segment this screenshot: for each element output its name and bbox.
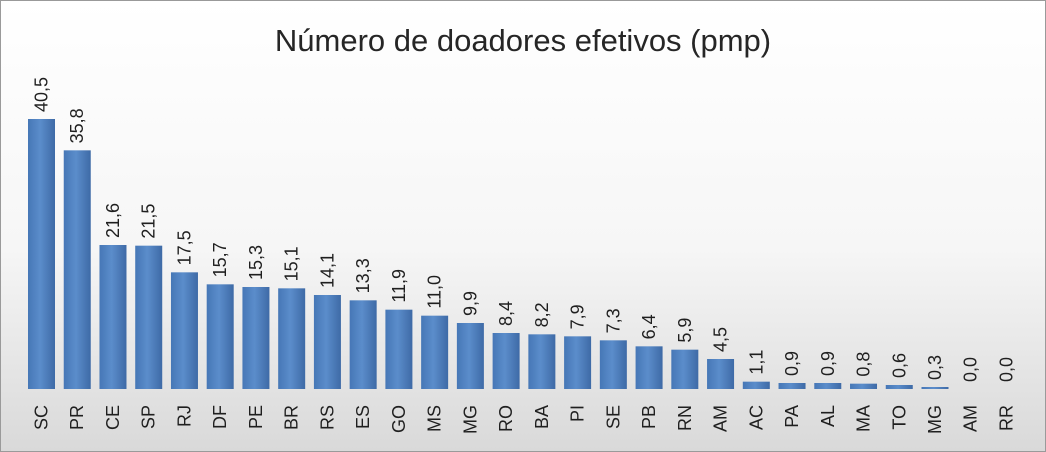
bar-df-5 [206, 284, 234, 389]
value-label: 7,3 [603, 308, 623, 333]
value-label: 15,7 [210, 242, 230, 277]
category-label: AM [711, 405, 731, 432]
category-label: DF [210, 405, 230, 429]
category-label: BA [532, 405, 552, 429]
bar-mg-12 [456, 323, 484, 389]
value-label: 9,9 [460, 291, 480, 316]
category-label: AM [961, 405, 981, 432]
bar-es-9 [349, 300, 377, 389]
value-label: 4,5 [711, 327, 731, 352]
value-label: 0,9 [818, 351, 838, 376]
category-label: PB [639, 405, 659, 429]
category-label: MG [925, 405, 945, 434]
category-label: CE [103, 405, 123, 430]
bar-rn-18 [671, 349, 699, 389]
bar-ma-23 [850, 383, 878, 389]
value-label: 0,8 [854, 352, 874, 377]
category-label: PI [568, 405, 588, 422]
value-label: 5,9 [675, 318, 695, 343]
value-label: 21,5 [139, 204, 159, 239]
category-label: MG [460, 405, 480, 434]
bar-pb-17 [635, 346, 663, 389]
bar-sc-0 [28, 119, 55, 389]
category-label: ES [353, 405, 373, 429]
bar-go-10 [385, 309, 413, 389]
bar-am-19 [707, 359, 735, 389]
bar-pr-1 [63, 150, 91, 389]
bar-se-16 [599, 340, 627, 389]
value-label: 0,6 [889, 353, 909, 378]
bar-ac-20 [742, 381, 770, 389]
category-label: RS [317, 405, 337, 430]
bar-pi-15 [564, 336, 592, 389]
value-label: 35,8 [67, 108, 87, 143]
value-label: 40,5 [32, 77, 52, 112]
bar-ms-11 [421, 315, 449, 389]
value-label: 0,9 [782, 351, 802, 376]
value-label: 0,0 [996, 357, 1016, 382]
category-label: RR [996, 405, 1016, 431]
bar-ba-14 [528, 334, 556, 389]
category-label: PA [782, 405, 802, 428]
bar-mg-25 [921, 387, 949, 389]
bar-ro-13 [492, 333, 520, 389]
category-label: SE [603, 405, 623, 429]
value-label: 8,2 [532, 302, 552, 327]
bar-br-7 [278, 288, 306, 389]
category-label: PR [67, 405, 87, 430]
category-label: BR [282, 405, 302, 430]
bar-pa-21 [778, 383, 806, 389]
category-label: RJ [174, 405, 194, 427]
chart-title: Número de doadores efetivos (pmp) [274, 23, 772, 58]
bar-al-22 [814, 383, 842, 389]
bars-group [28, 119, 949, 389]
category-label: RN [675, 405, 695, 431]
bar-to-24 [885, 385, 913, 389]
category-label: SP [139, 405, 159, 429]
value-label: 15,3 [246, 245, 266, 280]
value-label: 1,1 [746, 350, 766, 375]
value-label: 15,1 [282, 246, 302, 281]
value-label: 7,9 [568, 304, 588, 329]
category-labels-group: SC PR CE SP RJ DF PE BR RS ES GO MS MG RO BA PI SE PB RN AM… [32, 405, 1017, 434]
category-label: MS [425, 405, 445, 432]
bar-pe-6 [242, 287, 270, 389]
category-label: AL [818, 405, 838, 427]
value-label: 0,3 [925, 355, 945, 380]
category-label: PE [246, 405, 266, 429]
bar-sp-3 [135, 245, 163, 389]
value-label: 17,5 [174, 230, 194, 265]
bar-ce-2 [99, 245, 127, 389]
value-label: 13,3 [353, 258, 373, 293]
value-label: 21,6 [103, 203, 123, 238]
category-label: AC [746, 405, 766, 430]
value-label: 11,9 [389, 269, 409, 303]
category-label: SC [32, 405, 52, 430]
category-label: MA [854, 405, 874, 432]
value-label: 8,4 [496, 301, 516, 326]
value-label: 11,0 [425, 275, 445, 309]
bar-rj-4 [170, 272, 198, 389]
category-label: RO [496, 405, 516, 432]
category-label: TO [889, 405, 909, 430]
value-labels-group: 40,5 35,8 21,6 21,5 17,5 15,7 15,3 15,1 14,1 13,3… [32, 77, 1017, 382]
category-label: GO [389, 405, 409, 433]
value-label: 14,1 [317, 253, 337, 288]
value-label: 0,0 [961, 357, 981, 382]
value-label: 6,4 [639, 314, 659, 339]
bar-rs-8 [313, 295, 341, 389]
